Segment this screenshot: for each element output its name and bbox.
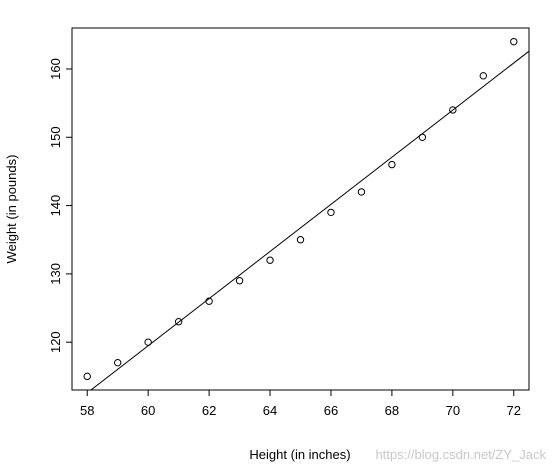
y-axis-title: Weight (in pounds) xyxy=(4,155,19,264)
data-point-4 xyxy=(205,297,213,305)
x-tick-label-5: 68 xyxy=(385,403,399,418)
data-point-8 xyxy=(327,208,335,217)
data-point-5 xyxy=(235,277,244,285)
data-point-6 xyxy=(266,256,274,264)
y-tick-label-1: 130 xyxy=(48,263,63,285)
regression-line-group xyxy=(90,50,529,390)
data-point-14 xyxy=(510,37,518,46)
y-tick-label-2: 140 xyxy=(48,195,63,217)
data-point-10 xyxy=(388,160,396,169)
data-point-11 xyxy=(418,133,427,141)
x-tick-label-3: 64 xyxy=(263,403,277,418)
data-point-12 xyxy=(449,106,457,114)
y-tick-label-3: 150 xyxy=(48,126,63,148)
x-tick-label-0: 58 xyxy=(80,403,94,418)
y-tick-label-0: 120 xyxy=(48,331,63,353)
data-point-13 xyxy=(479,72,487,80)
data-point-1 xyxy=(114,358,122,367)
y-tick-label-4: 160 xyxy=(48,58,63,80)
data-point-0 xyxy=(83,372,91,381)
x-tick-label-1: 60 xyxy=(141,403,155,418)
data-point-7 xyxy=(296,236,305,244)
x-axis-title: Height (in inches) xyxy=(249,447,350,462)
x-tick-label-6: 70 xyxy=(446,403,460,418)
x-tick-label-4: 66 xyxy=(324,403,338,418)
data-point-9 xyxy=(357,188,366,196)
data-point-3 xyxy=(174,317,183,326)
y-axis: 120 130 140 150 160 xyxy=(48,58,72,353)
data-points xyxy=(83,37,518,381)
regression-line xyxy=(90,50,529,390)
watermark-text: https://blog.csdn.net/ZY_Jack xyxy=(375,447,546,462)
x-axis: 58 60 62 64 66 68 70 72 xyxy=(80,390,521,418)
data-point-2 xyxy=(144,338,152,346)
x-tick-label-7: 72 xyxy=(507,403,521,418)
plot-frame xyxy=(71,27,530,391)
x-tick-label-2: 62 xyxy=(202,403,216,418)
